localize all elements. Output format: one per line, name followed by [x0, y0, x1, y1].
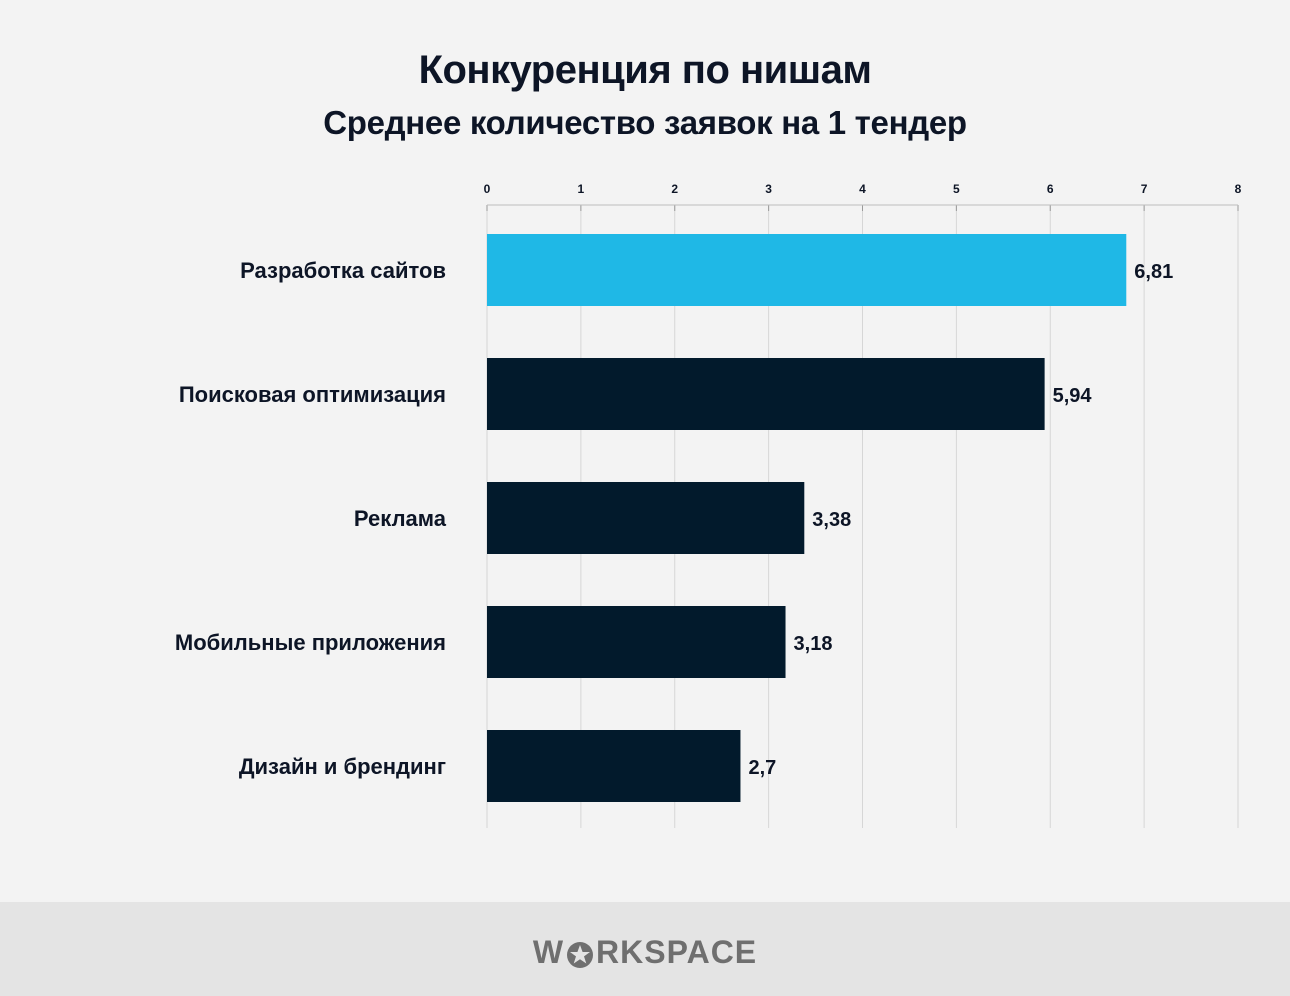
category-label: Поисковая оптимизация [179, 382, 446, 407]
footer-bar: W RKSPACE [0, 902, 1290, 996]
x-tick-label: 8 [1235, 182, 1242, 196]
x-tick-label: 3 [765, 182, 772, 196]
x-tick-label: 1 [578, 182, 585, 196]
bar [487, 482, 805, 554]
logo-text-rest: RKSPACE [596, 934, 758, 970]
x-tick-label: 6 [1047, 182, 1054, 196]
data-label: 5,94 [1053, 385, 1093, 407]
x-tick-label: 0 [484, 182, 491, 196]
data-label: 3,38 [812, 509, 851, 531]
bar [487, 730, 741, 802]
category-label: Реклама [354, 506, 447, 531]
category-label: Разработка сайтов [240, 258, 446, 283]
bar [487, 358, 1045, 430]
x-tick-label: 5 [953, 182, 960, 196]
category-label: Мобильные приложения [175, 630, 446, 655]
category-label: Дизайн и брендинг [239, 754, 446, 779]
x-tick-label: 2 [671, 182, 678, 196]
bar-chart: 0 1 2 3 4 5 6 7 8 Разработка сайтов 6,81 Поисковая … [175, 182, 1242, 828]
data-label: 2,7 [748, 757, 776, 779]
chart-title: Конкуренция по нишам [418, 48, 872, 92]
star-icon [567, 941, 594, 968]
workspace-logo: W RKSPACE [0, 934, 1290, 974]
x-tick-label: 4 [859, 182, 866, 196]
chart-subtitle: Среднее количество заявок на 1 тендер [323, 104, 967, 141]
bar [487, 234, 1127, 306]
data-label: 6,81 [1134, 261, 1173, 283]
data-label: 3,18 [794, 633, 833, 655]
bar [487, 606, 786, 678]
logo-text-w: W [532, 934, 565, 970]
x-tick-label: 7 [1141, 182, 1148, 196]
